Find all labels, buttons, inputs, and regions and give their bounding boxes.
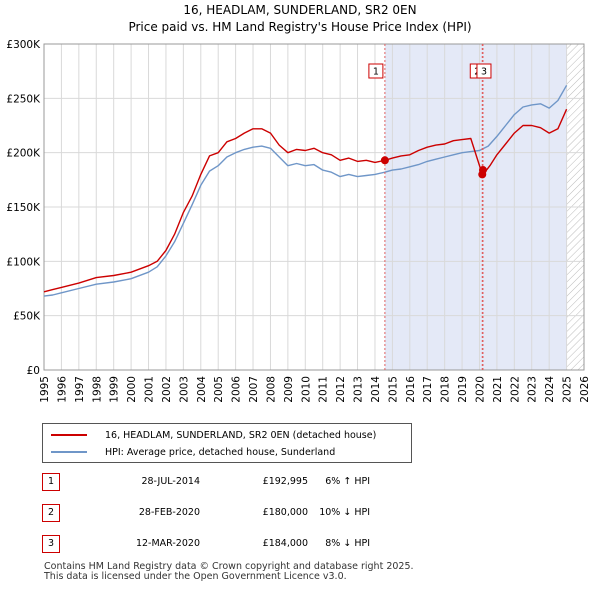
x-tick-label: 2021 — [492, 376, 504, 403]
y-tick-label: £150K — [6, 202, 41, 214]
footer-licence: This data is licensed under the Open Gov… — [44, 571, 347, 582]
x-tick-label: 2004 — [196, 376, 208, 403]
x-tick-label: 2026 — [579, 376, 591, 403]
y-tick-label: £100K — [6, 256, 41, 268]
x-tick-label: 2024 — [544, 376, 556, 403]
sale-hpi-change: 10% ↓ HPI — [319, 507, 370, 518]
legend-item-price: 16, HEADLAM, SUNDERLAND, SR2 0EN (detach… — [43, 427, 376, 443]
x-tick-label: 2016 — [405, 376, 417, 403]
sale-label-box — [368, 63, 384, 79]
x-tick-label: 2015 — [387, 376, 399, 403]
sale-hpi-change: 8% ↓ HPI — [325, 538, 370, 549]
sale-number-badge: 1 — [42, 473, 60, 491]
chart-title-line2: Price paid vs. HM Land Registry's House … — [128, 20, 472, 34]
x-tick-label: 1996 — [56, 376, 68, 403]
legend-label-hpi: HPI: Average price, detached house, Sund… — [105, 446, 336, 458]
chart-markers: 123 — [368, 44, 492, 370]
x-tick-label: 2008 — [265, 376, 277, 403]
sale-row: 3 12-MAR-2020 £184,000 8% ↓ HPI — [42, 535, 442, 553]
y-tick-label: £250K — [6, 93, 41, 105]
y-tick-label: £200K — [6, 148, 41, 160]
x-tick-label: 2005 — [213, 376, 225, 403]
x-tick-label: 2019 — [457, 376, 469, 403]
sale-date: 28-FEB-2020 — [138, 507, 200, 518]
y-tick-label: £300K — [6, 39, 41, 51]
footer: Contains HM Land Registry data © Crown c… — [44, 562, 414, 582]
sale-point — [380, 156, 389, 165]
x-tick-label: 2013 — [353, 376, 365, 403]
x-tick-label: 1999 — [109, 376, 121, 403]
x-tick-label: 2022 — [509, 376, 521, 403]
sale-point — [478, 166, 487, 175]
legend: 16, HEADLAM, SUNDERLAND, SR2 0EN (detach… — [42, 423, 412, 463]
legend-label-price: 16, HEADLAM, SUNDERLAND, SR2 0EN (detach… — [105, 429, 377, 441]
x-tick-label: 2006 — [231, 376, 243, 403]
footer-copyright: Contains HM Land Registry data © Crown c… — [44, 561, 414, 572]
sale-row: 1 28-JUL-2014 £192,995 6% ↑ HPI — [42, 473, 442, 491]
y-tick-label: £0 — [27, 365, 40, 377]
sale-number-badge: 2 — [42, 504, 60, 522]
x-tick-label: 1995 — [39, 376, 51, 403]
chart-title-line1: 16, HEADLAM, SUNDERLAND, SR2 0EN — [183, 3, 417, 17]
legend-item-hpi: HPI: Average price, detached house, Sund… — [43, 444, 335, 460]
chart-title: 16, HEADLAM, SUNDERLAND, SR2 0EN Price p… — [0, 2, 600, 36]
sale-price: £192,995 — [262, 476, 308, 487]
x-tick-label: 2011 — [318, 376, 330, 403]
sale-label-box — [476, 63, 492, 79]
sale-label-text: 3 — [481, 67, 487, 78]
x-tick-label: 2012 — [335, 376, 347, 403]
sale-hpi-change: 6% ↑ HPI — [325, 476, 370, 487]
y-tick-label: £50K — [13, 311, 41, 323]
x-tick-label: 2014 — [370, 376, 382, 403]
x-tick-label: 2010 — [300, 376, 312, 403]
x-tick-label: 2020 — [474, 376, 486, 403]
legend-swatch-price — [51, 434, 87, 436]
sale-price: £180,000 — [262, 507, 308, 518]
legend-swatch-hpi — [51, 451, 87, 453]
sale-price: £184,000 — [262, 538, 308, 549]
x-tick-label: 2003 — [178, 376, 190, 403]
price-paid-line — [43, 108, 568, 293]
x-tick-label: 2007 — [248, 376, 260, 403]
chart-series — [43, 84, 568, 297]
x-tick-label: 2009 — [283, 376, 295, 403]
x-tick-label: 2001 — [144, 376, 156, 403]
sale-number-badge: 3 — [42, 535, 60, 553]
x-tick-label: 1997 — [74, 376, 86, 403]
sale-label-text: 1 — [373, 67, 379, 78]
x-tick-label: 2002 — [161, 376, 173, 403]
x-tick-label: 2023 — [527, 376, 539, 403]
x-tick-label: 2018 — [440, 376, 452, 403]
sale-date: 28-JUL-2014 — [141, 476, 200, 487]
sale-row: 2 28-FEB-2020 £180,000 10% ↓ HPI — [42, 504, 442, 522]
x-tick-label: 2000 — [126, 376, 138, 403]
x-tick-label: 2025 — [562, 376, 574, 403]
x-tick-label: 1998 — [91, 376, 103, 403]
hpi-line — [43, 84, 568, 297]
x-tick-label: 2017 — [422, 376, 434, 403]
chart-axes: £0 £50K £100K £150K £200K £250K £300K 1995 1996 1… — [6, 39, 591, 403]
sale-date: 12-MAR-2020 — [135, 538, 200, 549]
plot-frame — [43, 43, 585, 371]
price-chart: £0 £50K £100K £150K £200K £250K £300K 1995 1996 1… — [6, 39, 591, 403]
